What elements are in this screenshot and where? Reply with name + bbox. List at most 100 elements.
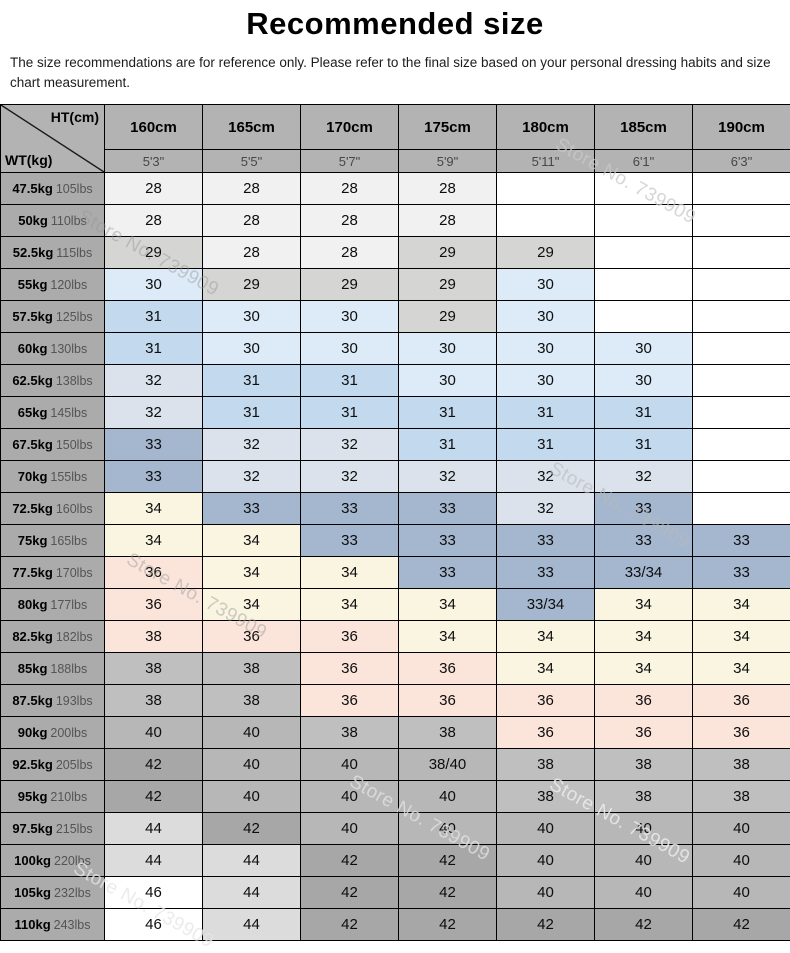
weight-kg-label: 105kg [14,885,51,900]
size-cell: 32 [301,429,399,461]
size-cell: 38 [595,781,693,813]
size-cell: 38 [301,717,399,749]
size-cell: 34 [497,621,595,653]
size-cell: 33 [105,429,203,461]
empty-cell [693,397,790,429]
weight-lbs-label: 200lbs [50,726,87,740]
empty-cell [693,365,790,397]
height-ft-header: 6'3" [693,150,790,173]
weight-lbs-label: 215lbs [56,822,93,836]
size-cell: 32 [399,461,497,493]
size-cell: 40 [497,845,595,877]
size-cell: 30 [203,333,301,365]
size-cell: 42 [497,909,595,941]
corner-cell: HT(cm)WT(kg) [1,105,105,173]
size-cell: 40 [301,749,399,781]
size-cell: 34 [595,589,693,621]
weight-lbs-label: 232lbs [54,886,91,900]
size-cell: 34 [203,557,301,589]
size-cell: 32 [203,429,301,461]
empty-cell [497,173,595,205]
weight-lbs-label: 105lbs [56,182,93,196]
size-cell: 34 [497,653,595,685]
size-cell: 29 [105,237,203,269]
weight-lbs-label: 177lbs [50,598,87,612]
empty-cell [693,205,790,237]
size-cell: 40 [693,877,790,909]
size-cell: 29 [497,237,595,269]
size-cell: 29 [203,269,301,301]
size-cell: 38 [595,749,693,781]
size-cell: 38 [105,685,203,717]
size-cell: 38 [399,717,497,749]
size-cell: 29 [399,269,497,301]
weight-lbs-label: 188lbs [50,662,87,676]
size-cell: 40 [595,845,693,877]
weight-lbs-label: 150lbs [56,438,93,452]
weight-kg-label: 100kg [14,853,51,868]
size-cell: 34 [105,525,203,557]
weight-kg-label: 80kg [18,597,48,612]
weight-lbs-label: 182lbs [56,630,93,644]
height-cm-header: 165cm [203,105,301,150]
size-cell: 42 [399,877,497,909]
size-cell: 42 [399,909,497,941]
size-cell: 30 [497,365,595,397]
weight-kg-label: 52.5kg [13,245,53,260]
size-cell: 34 [105,493,203,525]
size-cell: 32 [497,493,595,525]
size-cell: 33 [399,557,497,589]
weight-row-header: 82.5kg 182lbs [1,621,105,653]
size-cell: 38 [497,781,595,813]
size-cell: 42 [301,909,399,941]
size-cell: 38 [693,749,790,781]
weight-lbs-label: 170lbs [56,566,93,580]
size-cell: 30 [301,301,399,333]
size-cell: 32 [203,461,301,493]
size-cell: 33/34 [595,557,693,589]
weight-kg-label: 62.5kg [12,373,52,388]
weight-lbs-label: 130lbs [50,342,87,356]
size-cell: 42 [203,813,301,845]
size-cell: 28 [203,237,301,269]
size-cell: 36 [595,717,693,749]
size-cell: 33 [595,493,693,525]
size-cell: 33 [693,525,790,557]
size-cell: 36 [203,621,301,653]
empty-cell [693,429,790,461]
height-axis-label: HT(cm) [51,109,99,125]
size-cell: 33 [301,525,399,557]
size-cell: 28 [105,205,203,237]
height-ft-header: 6'1" [595,150,693,173]
size-cell: 36 [497,685,595,717]
size-cell: 42 [105,749,203,781]
weight-kg-label: 82.5kg [12,629,52,644]
size-cell: 34 [595,621,693,653]
weight-lbs-label: 165lbs [50,534,87,548]
size-cell: 34 [203,525,301,557]
size-cell: 34 [693,653,790,685]
weight-lbs-label: 138lbs [56,374,93,388]
weight-kg-label: 77.5kg [12,565,52,580]
weight-kg-label: 60kg [18,341,48,356]
size-cell: 38 [105,653,203,685]
height-ft-header: 5'5" [203,150,301,173]
size-cell: 34 [399,621,497,653]
empty-cell [693,269,790,301]
weight-kg-label: 92.5kg [12,757,52,772]
size-cell: 46 [105,909,203,941]
